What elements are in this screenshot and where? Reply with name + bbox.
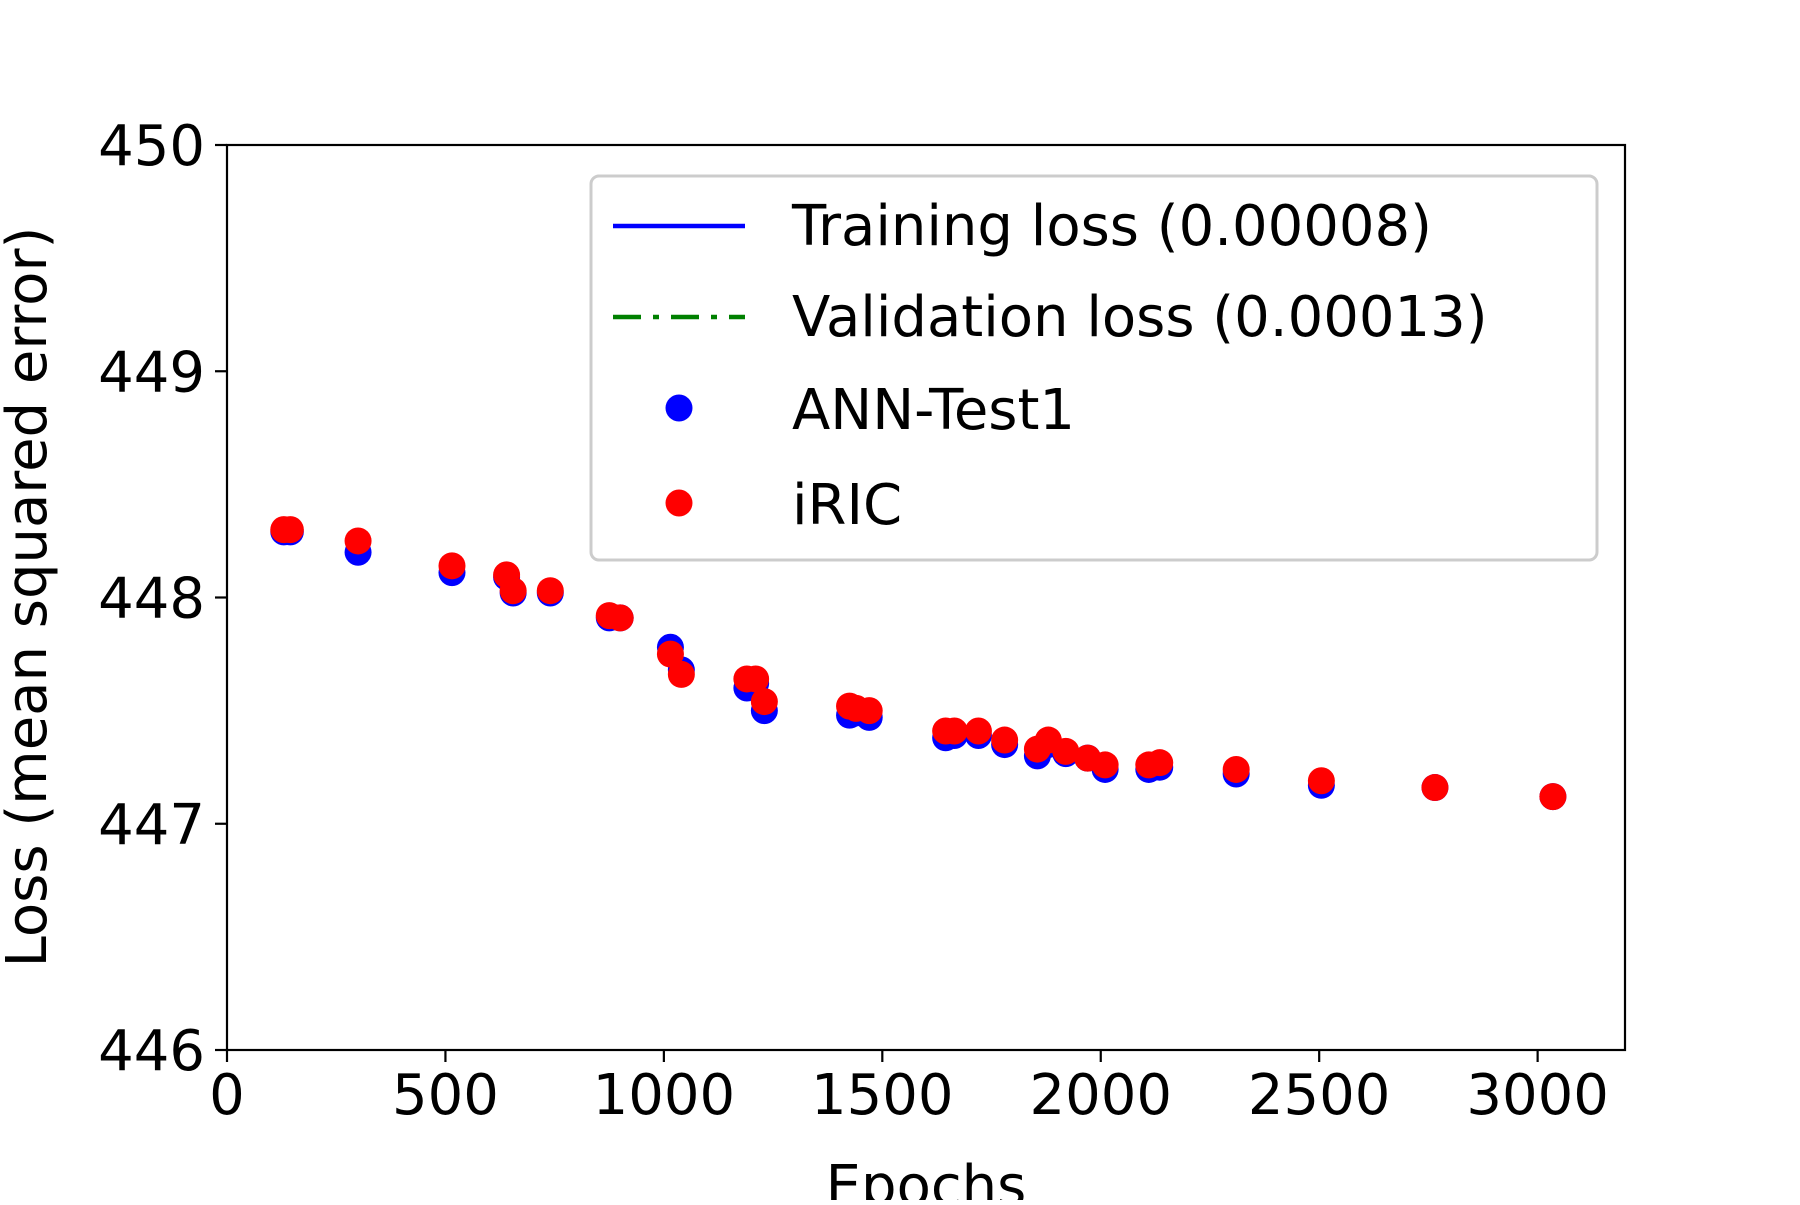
legend-marker-swatch [665, 394, 693, 422]
x-tick-label: 2500 [1248, 1063, 1391, 1128]
series-iric [270, 516, 1567, 811]
data-point [964, 717, 992, 745]
data-point [1307, 767, 1335, 795]
data-point [1421, 774, 1449, 802]
x-axis-label: Epochs [826, 1154, 1027, 1200]
legend: Training loss (0.00008) Validation loss (… [589, 174, 1599, 562]
legend-label: iRIC [792, 473, 902, 538]
data-point [606, 604, 634, 632]
data-point [438, 552, 466, 580]
x-tick-label: 0 [209, 1063, 245, 1128]
y-axis-label: Loss (mean squared error) [0, 227, 60, 968]
data-point [855, 697, 883, 725]
data-point [1091, 751, 1119, 779]
y-tick-label: 447 [98, 793, 205, 858]
x-tick-label: 1500 [811, 1063, 954, 1128]
x-tick-label: 500 [392, 1063, 499, 1128]
data-point [276, 516, 304, 544]
data-point [499, 577, 527, 605]
x-axis: 0 500 1000 1500 2000 2500 3000 [209, 1050, 1609, 1128]
data-point [1539, 783, 1567, 811]
data-point [667, 660, 695, 688]
data-point [344, 527, 372, 555]
data-point [940, 717, 968, 745]
y-tick-label: 446 [98, 1019, 205, 1084]
x-tick-label: 2000 [1029, 1063, 1172, 1128]
legend-box [589, 174, 1599, 562]
data-point [1222, 755, 1250, 783]
data-point [1052, 737, 1080, 765]
x-tick-label: 3000 [1466, 1063, 1609, 1128]
y-tick-label: 450 [98, 114, 205, 179]
data-point [991, 726, 1019, 754]
legend-label: Training loss (0.00008) [791, 194, 1432, 259]
legend-label: Validation loss (0.00013) [792, 285, 1488, 350]
data-point [742, 665, 770, 693]
data-point [536, 577, 564, 605]
x-tick-label: 1000 [593, 1063, 736, 1128]
legend-label: ANN-Test1 [792, 378, 1075, 443]
y-tick-label: 448 [98, 567, 205, 632]
data-point [1146, 749, 1174, 777]
y-axis: 446 447 448 449 450 [98, 114, 227, 1084]
legend-marker-swatch [665, 489, 693, 517]
data-marks [270, 516, 1567, 811]
y-tick-label: 449 [98, 340, 205, 405]
data-point [656, 640, 684, 668]
data-point [750, 688, 778, 716]
